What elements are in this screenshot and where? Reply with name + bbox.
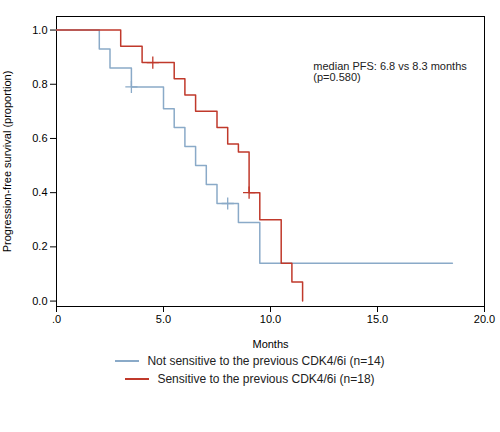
svg-text:.0: .0: [52, 313, 61, 325]
svg-text:10.0: 10.0: [260, 313, 281, 325]
svg-text:5.0: 5.0: [156, 313, 171, 325]
svg-text:0.8: 0.8: [32, 78, 47, 90]
html-text:Sensitive to the previous CDK4: Sensitive to the previous CDK4/6i (n=18): [157, 372, 375, 386]
svg-text:Progression-free survival (pro: Progression-free survival (proportion): [1, 71, 13, 253]
svg-text:20.0: 20.0: [474, 313, 495, 325]
svg-text:0.6: 0.6: [32, 132, 47, 144]
svg-text:15.0: 15.0: [367, 313, 388, 325]
svg-text:median PFS: 6.8 vs 8.3 months(: median PFS: 6.8 vs 8.3 months(p=0.580): [313, 60, 467, 83]
svg-text:0.4: 0.4: [32, 186, 47, 198]
svg-text:Months: Months: [252, 338, 289, 350]
svg-text:0.0: 0.0: [32, 295, 47, 307]
svg-text:1.0: 1.0: [32, 24, 47, 36]
svg-text:0.2: 0.2: [32, 240, 47, 252]
html-text:Not sensitive to the previous: Not sensitive to the previous CDK4/6i (n…: [147, 354, 385, 368]
